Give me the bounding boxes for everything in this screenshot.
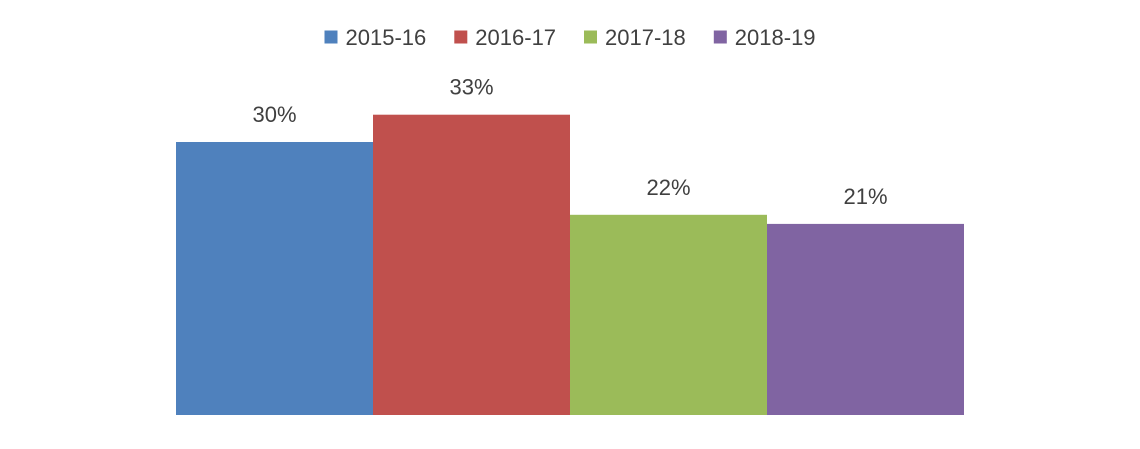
legend-swatch-2017-18 bbox=[584, 30, 597, 44]
bar-2018-19 bbox=[767, 223, 964, 415]
bar-2017-18 bbox=[570, 214, 767, 415]
bar-2016-17 bbox=[373, 114, 570, 415]
legend-label-2016-17: 2016-17 bbox=[475, 25, 556, 50]
legend-swatch-2016-17 bbox=[454, 30, 468, 44]
legend-label-2017-18: 2017-18 bbox=[605, 25, 686, 50]
bar-2015-16 bbox=[176, 142, 373, 415]
chart-legend: 2015-16 2016-17 2017-18 2018-19 bbox=[324, 25, 816, 50]
legend-swatch-2015-16 bbox=[324, 30, 338, 44]
chart-data-labels: 30% 33% 22% 21% bbox=[252, 75, 887, 209]
legend-swatch-2018-19 bbox=[713, 30, 727, 44]
legend-label-2015-16: 2015-16 bbox=[346, 25, 427, 50]
chart-bars bbox=[176, 114, 964, 415]
legend-label-2018-19: 2018-19 bbox=[735, 25, 816, 50]
data-label-2018-19: 21% bbox=[843, 184, 887, 209]
data-label-2015-16: 30% bbox=[252, 102, 296, 127]
data-label-2016-17: 33% bbox=[449, 75, 493, 100]
data-label-2017-18: 22% bbox=[646, 175, 690, 200]
